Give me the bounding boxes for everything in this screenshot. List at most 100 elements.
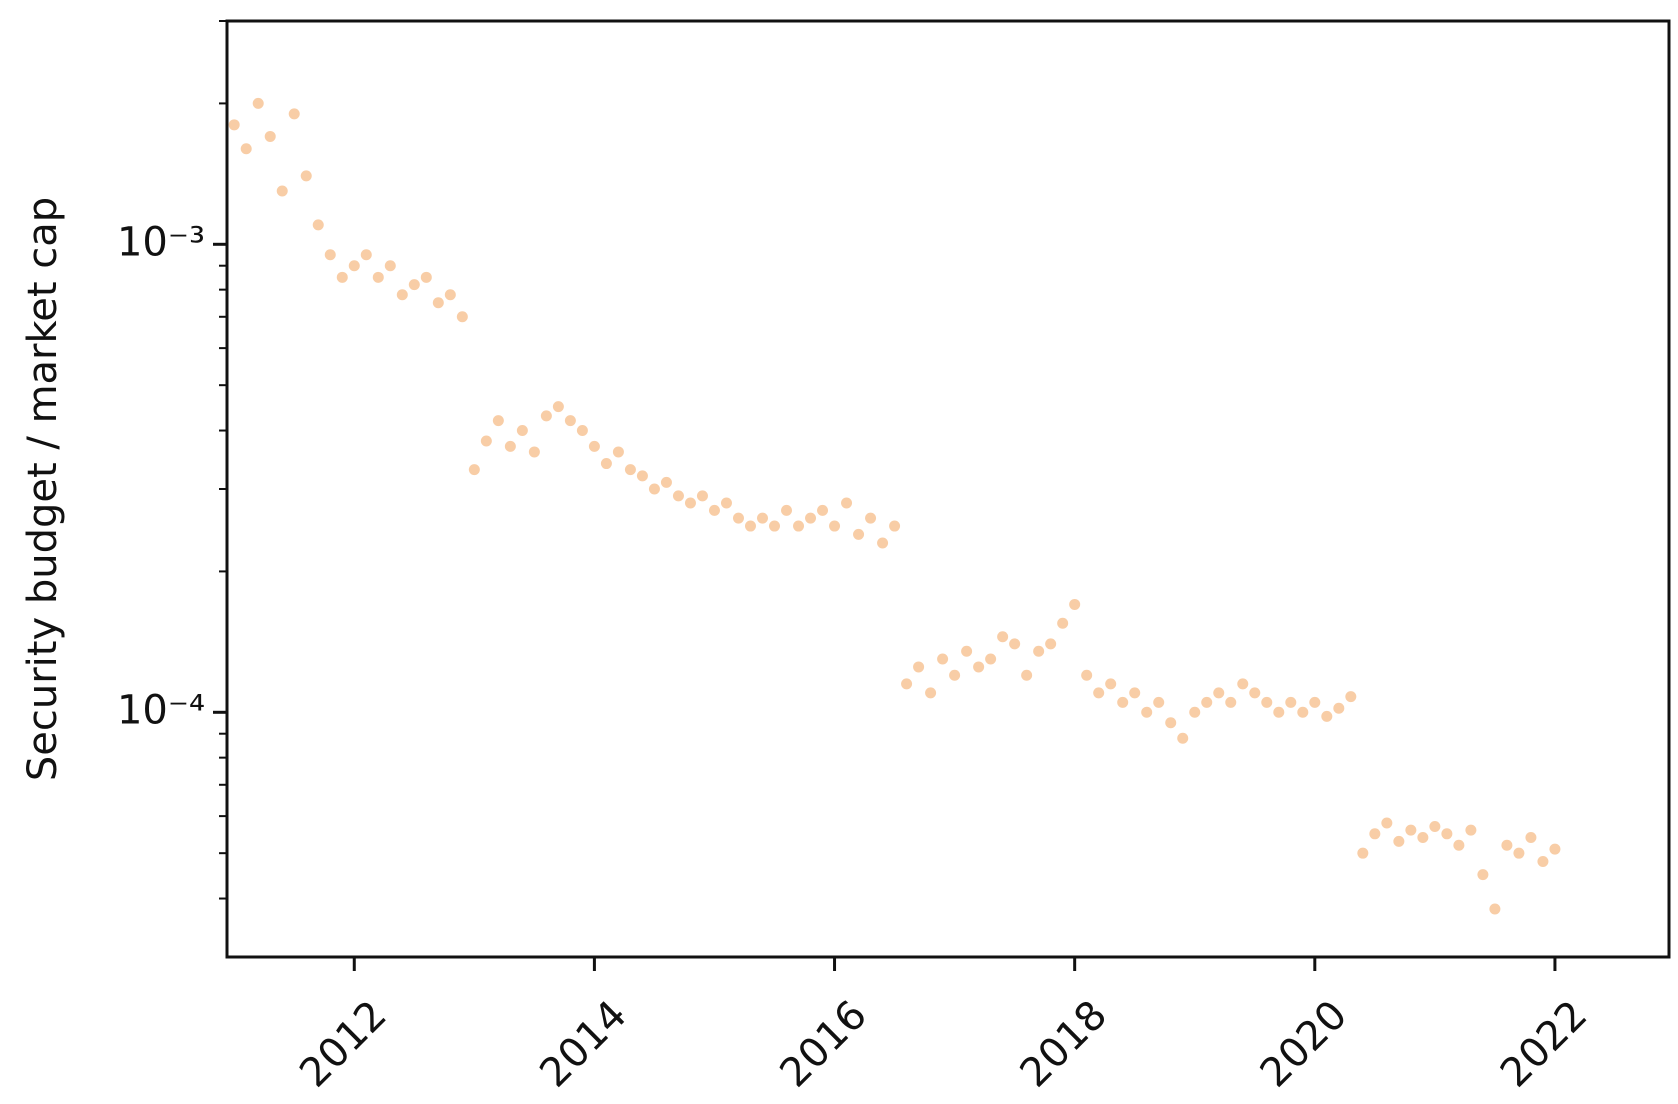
x-tick-label: 2016: [771, 992, 876, 1097]
point: [576, 425, 588, 437]
point: [240, 143, 252, 155]
point: [456, 311, 468, 323]
point: [624, 464, 636, 476]
point: [1369, 828, 1381, 840]
point: [300, 170, 312, 182]
point: [672, 490, 684, 502]
point: [708, 504, 720, 516]
point: [1201, 696, 1213, 708]
point: [1069, 598, 1081, 610]
point: [552, 401, 564, 413]
point: [1177, 732, 1189, 744]
point: [949, 669, 961, 681]
point: [468, 464, 480, 476]
point: [841, 497, 853, 509]
point: [1165, 717, 1177, 729]
point: [696, 490, 708, 502]
point: [781, 504, 793, 516]
point: [1009, 638, 1021, 650]
point: [684, 497, 696, 509]
point: [1513, 847, 1525, 859]
point: [1033, 645, 1045, 657]
point: [805, 512, 817, 524]
point: [1417, 832, 1429, 844]
point: [348, 260, 360, 272]
y-tick-label: 10⁻⁴: [117, 687, 205, 733]
point: [1297, 706, 1309, 718]
point: [1357, 847, 1369, 859]
point: [901, 678, 913, 690]
point: [889, 520, 901, 532]
point: [853, 528, 865, 540]
point: [396, 289, 408, 301]
point: [997, 631, 1009, 643]
point: [720, 497, 732, 509]
point: [264, 130, 276, 142]
point: [1321, 710, 1333, 722]
point: [1393, 835, 1405, 847]
point: [1093, 687, 1105, 699]
point: [564, 415, 576, 427]
point: [1477, 869, 1489, 881]
x-tick-label: 2014: [531, 992, 636, 1097]
point: [1189, 706, 1201, 718]
point: [336, 271, 348, 283]
point: [1285, 696, 1297, 708]
point: [829, 520, 841, 532]
point: [276, 185, 288, 197]
point: [1237, 678, 1249, 690]
point: [1453, 839, 1465, 851]
point: [961, 645, 973, 657]
point: [228, 119, 240, 131]
point: [1525, 832, 1537, 844]
point: [1057, 617, 1069, 629]
point: [1105, 678, 1117, 690]
point: [1429, 821, 1441, 833]
point: [1117, 696, 1129, 708]
point: [865, 512, 877, 524]
point: [312, 219, 324, 231]
point: [492, 415, 504, 427]
point: [528, 446, 540, 458]
point: [516, 425, 528, 437]
point: [1141, 706, 1153, 718]
point: [817, 504, 829, 516]
y-axis-label: Security budget / market cap: [20, 197, 66, 781]
plot-frame: [225, 19, 1671, 959]
point: [600, 458, 612, 470]
point: [1081, 669, 1093, 681]
point: [612, 446, 624, 458]
point: [636, 470, 648, 482]
point: [360, 249, 372, 261]
point: [1501, 839, 1513, 851]
point: [973, 661, 985, 673]
point: [420, 271, 432, 283]
point: [937, 653, 949, 665]
point: [985, 653, 997, 665]
point: [1345, 691, 1357, 703]
point: [384, 260, 396, 272]
x-tick-label: 2022: [1492, 992, 1597, 1097]
point: [1225, 696, 1237, 708]
point: [1021, 669, 1033, 681]
point: [1549, 843, 1561, 855]
point: [1381, 817, 1393, 829]
point: [1405, 824, 1417, 836]
point: [1129, 687, 1141, 699]
point: [1261, 696, 1273, 708]
point: [408, 279, 420, 291]
point: [1309, 696, 1321, 708]
point: [432, 297, 444, 309]
point: [925, 687, 937, 699]
point: [480, 435, 492, 447]
x-tick-label: 2018: [1012, 992, 1117, 1097]
y-tick-label: 10⁻³: [117, 219, 205, 265]
point: [324, 249, 336, 261]
point: [756, 512, 768, 524]
point: [744, 520, 756, 532]
point: [540, 410, 552, 422]
point: [913, 661, 925, 673]
point: [1213, 687, 1225, 699]
